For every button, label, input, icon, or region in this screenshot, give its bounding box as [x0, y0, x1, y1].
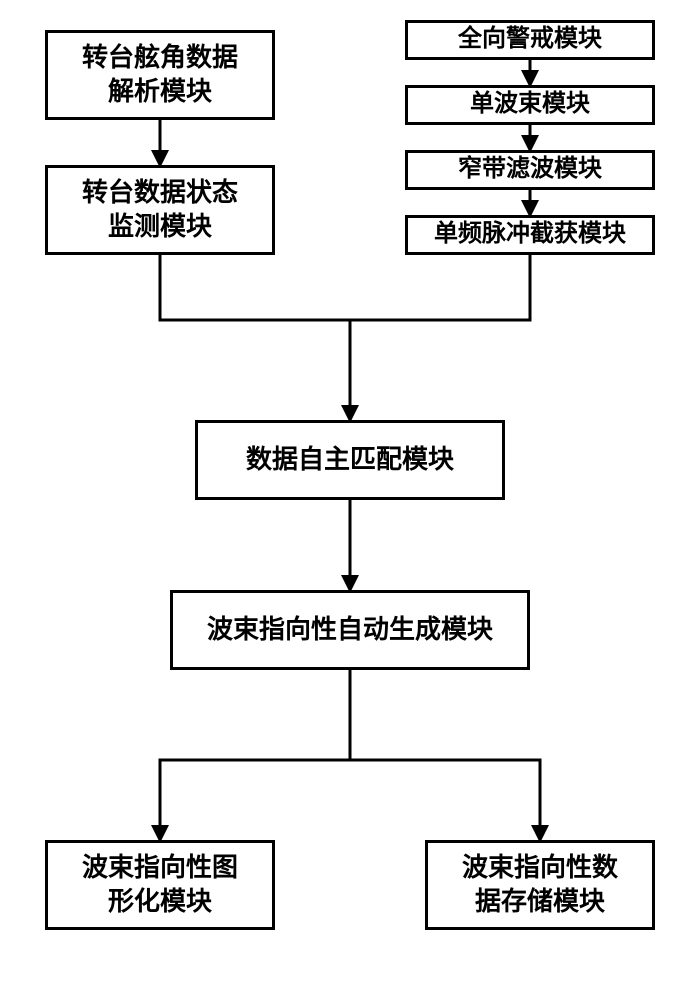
flowchart-edge-n8-n9 [160, 670, 350, 840]
flowchart-node-label: 窄带滤波模块 [458, 154, 602, 185]
flowchart-node-n4: 单波束模块 [405, 85, 655, 125]
flowchart-node-label: 转台数据状态 监测模块 [82, 176, 238, 244]
flowchart-node-n6: 单频脉冲截获模块 [405, 215, 655, 255]
flowchart-edge-n2-n7 [160, 255, 350, 420]
flowchart-node-label: 单波束模块 [470, 89, 590, 120]
flowchart-node-n10: 波束指向性数 据存储模块 [425, 840, 655, 930]
flowchart-node-n5: 窄带滤波模块 [405, 150, 655, 190]
flowchart-node-n2: 转台数据状态 监测模块 [45, 165, 275, 255]
flowchart-node-label: 波束指向性自动生成模块 [207, 613, 493, 647]
flowchart-node-n3: 全向警戒模块 [405, 20, 655, 60]
flowchart-node-label: 单频脉冲截获模块 [434, 219, 626, 250]
flowchart-node-n1: 转台舷角数据 解析模块 [45, 30, 275, 120]
flowchart-node-label: 波束指向性数 据存储模块 [462, 851, 618, 919]
flowchart-node-n7: 数据自主匹配模块 [195, 420, 505, 500]
flowchart-node-label: 全向警戒模块 [458, 24, 602, 55]
flowchart-node-label: 数据自主匹配模块 [246, 443, 454, 477]
flowchart-node-label: 转台舷角数据 解析模块 [82, 41, 238, 109]
flowchart-node-label: 波束指向性图 形化模块 [82, 851, 238, 919]
flowchart-edge-n6-n7 [350, 255, 530, 420]
flowchart-node-n9: 波束指向性图 形化模块 [45, 840, 275, 930]
flowchart-edge-n8-n10 [350, 670, 540, 840]
flowchart-node-n8: 波束指向性自动生成模块 [170, 590, 530, 670]
